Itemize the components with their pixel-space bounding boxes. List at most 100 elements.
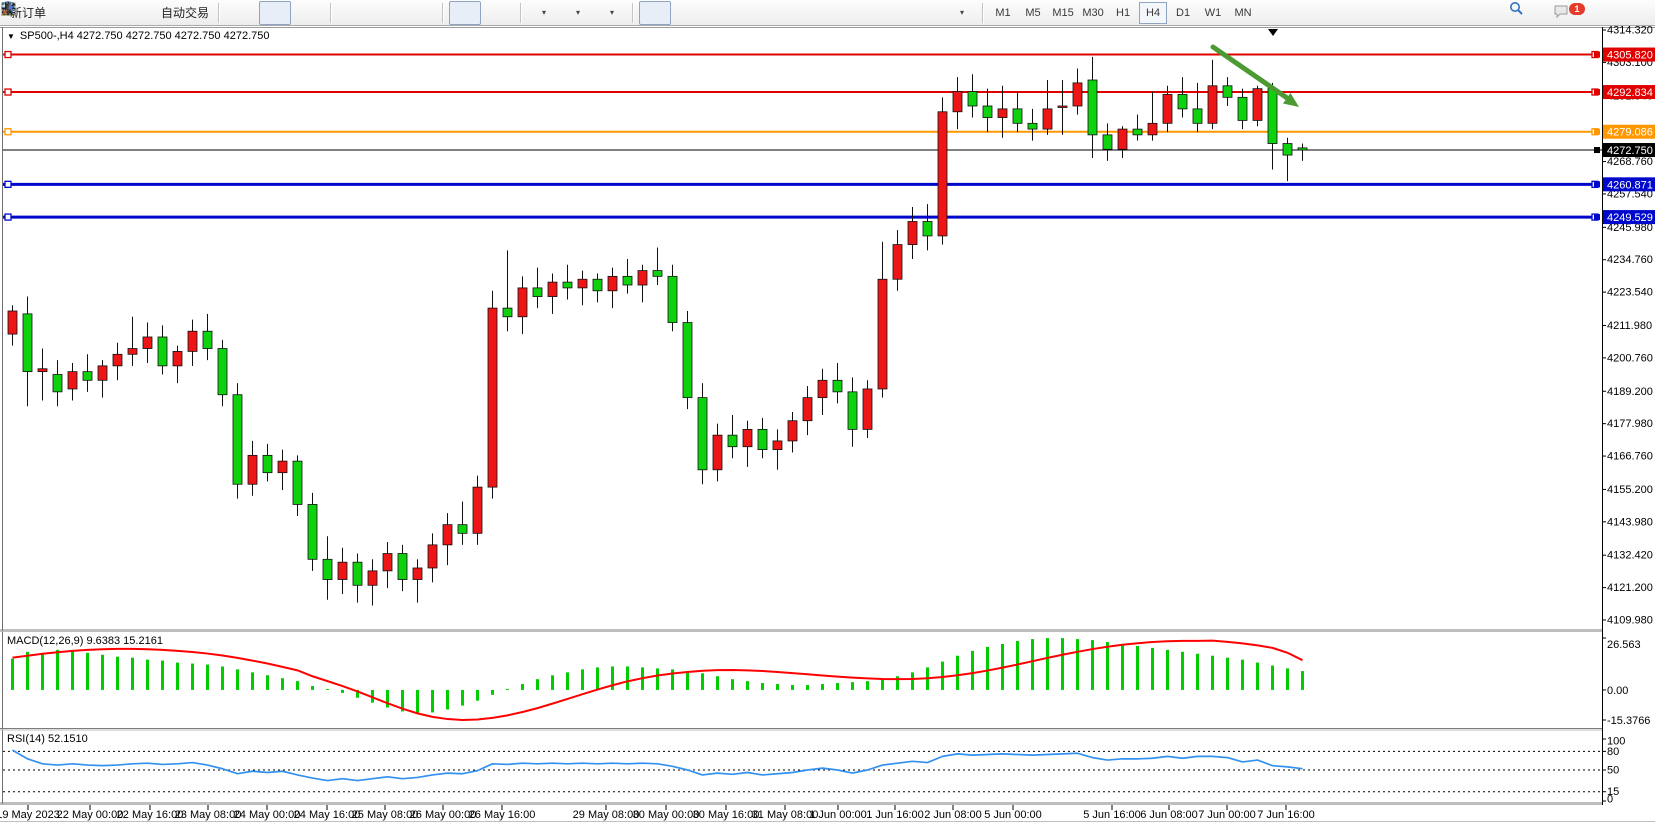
candle	[307, 492, 318, 571]
candle	[457, 501, 468, 545]
macd-signal-line	[12, 639, 1303, 721]
timeframe-mn[interactable]: MN	[1234, 6, 1252, 19]
chat-button[interactable]: 1	[1552, 1, 1585, 25]
trendline-button[interactable]	[2, 1, 807, 25]
horizontal-line-button[interactable]	[2, 1, 773, 25]
candle	[1042, 80, 1053, 135]
candle	[1192, 82, 1203, 132]
line-handle[interactable]	[4, 213, 12, 221]
macd-pane[interactable]	[2, 632, 1602, 728]
chart-header-text: SP500-,H4 4272.750 4272.750 4272.750 427…	[19, 30, 270, 42]
time-tick: 30 May 16:00	[693, 809, 760, 821]
price-tick: 4257.540	[1607, 188, 1653, 200]
equidistant-channel-button[interactable]: E	[1, 1, 841, 25]
rsi-tick: 80	[1607, 746, 1619, 758]
time-axis[interactable]	[2, 804, 1602, 822]
time-tick: 30 May 00:00	[633, 809, 700, 821]
candle	[1207, 59, 1218, 130]
fibonacci-button[interactable]: F	[2, 1, 875, 25]
line-handle[interactable]	[4, 180, 12, 188]
autotrading-button[interactable]: 自动交易	[1, 1, 213, 25]
candle	[922, 204, 933, 251]
search-button[interactable]	[1509, 1, 1541, 25]
tile-windows-button[interactable]	[1, 1, 437, 25]
time-tick: 31 May 08:00	[752, 809, 819, 821]
time-tick: 25 May 08:00	[352, 809, 419, 821]
price-tick: 4121.200	[1607, 582, 1653, 594]
timeframe-h1[interactable]: H1	[1116, 6, 1131, 19]
svg-text:T: T	[5, 4, 12, 16]
candle	[937, 97, 948, 245]
new-chart-button[interactable]: ▾	[1, 1, 559, 25]
period-button[interactable]: ▾	[1, 1, 593, 25]
text-button[interactable]: A	[4, 1, 909, 25]
macd-plot: 26.563 0.00 -15.3766	[11, 637, 1650, 727]
zoom-in-button[interactable]	[1, 1, 369, 25]
candle	[217, 339, 228, 407]
signals-button[interactable]	[1, 1, 152, 25]
candle	[1237, 88, 1248, 130]
candle	[577, 270, 588, 306]
candle	[247, 440, 258, 496]
timeframe-m5[interactable]: M5	[1025, 6, 1041, 19]
time-tick: 29 May 08:00	[573, 809, 640, 821]
history-center-button[interactable]	[1, 1, 84, 25]
time-tick: 22 May 00:00	[57, 809, 124, 821]
price-axis[interactable]	[1602, 27, 1655, 805]
price-tick: 4143.980	[1607, 516, 1653, 528]
candle	[502, 250, 513, 332]
market-watch-button[interactable]	[1, 1, 118, 25]
crosshair-button[interactable]	[2, 1, 705, 25]
toolbar-separator	[632, 2, 635, 23]
candlestick-chart-button[interactable]	[2, 0, 292, 25]
time-tick: 6 Jun 08:00	[1140, 809, 1198, 821]
timeframe-w1[interactable]: W1	[1204, 6, 1222, 19]
price-line-label: 4292.834	[1607, 87, 1653, 99]
candle	[67, 362, 78, 401]
rsi-pane[interactable]	[2, 731, 1602, 803]
timeframe-m30[interactable]: M30	[1082, 6, 1104, 19]
candle	[472, 475, 483, 545]
candle	[682, 310, 693, 410]
chart-shift-button[interactable]	[2, 1, 515, 25]
line-chart-button[interactable]	[1, 1, 325, 25]
auto-scroll-button[interactable]	[2, 0, 482, 25]
time-tick: 5 Jun 16:00	[1083, 809, 1141, 821]
new-order-button[interactable]: 新订单	[3, 1, 50, 25]
arrow-annotation[interactable]	[1210, 44, 1299, 107]
one-click-trading-arrow[interactable]: ▼	[7, 32, 15, 41]
zoom-out-button[interactable]	[1, 1, 403, 25]
timeframe-m15[interactable]: M15	[1052, 6, 1074, 19]
price-tick: 4132.420	[1607, 550, 1653, 562]
chevron-down-icon: ▾	[960, 8, 965, 17]
candle	[1117, 126, 1128, 158]
vertical-line-button[interactable]	[7, 1, 739, 25]
label-button[interactable]: T	[1, 1, 943, 25]
timeframe-h4[interactable]: H4	[1139, 1, 1168, 24]
candle	[142, 322, 153, 363]
price-tick: 4166.760	[1607, 451, 1653, 463]
template-button[interactable]: ▾	[1, 1, 627, 25]
candle	[772, 429, 783, 470]
candle	[202, 313, 213, 361]
line-handle[interactable]	[4, 88, 12, 96]
arrows-button[interactable]: ▾	[2, 1, 977, 25]
candle	[112, 342, 123, 381]
object-marker[interactable]	[1268, 29, 1278, 36]
time-tick: 1 Jun 00:00	[809, 809, 867, 821]
line-handle[interactable]	[4, 50, 12, 59]
timeframe-d1[interactable]: D1	[1176, 6, 1191, 19]
time-tick: 5 Jun 00:00	[984, 809, 1042, 821]
line-handle[interactable]	[4, 128, 12, 136]
cursor-button[interactable]	[5, 0, 672, 25]
bar-chart-button[interactable]	[2, 1, 257, 25]
candle	[1222, 77, 1233, 106]
main-chart-pane[interactable]	[2, 27, 1602, 630]
timeframe-m1[interactable]: M1	[995, 6, 1011, 19]
time-tick: 7 Jun 00:00	[1198, 809, 1256, 821]
